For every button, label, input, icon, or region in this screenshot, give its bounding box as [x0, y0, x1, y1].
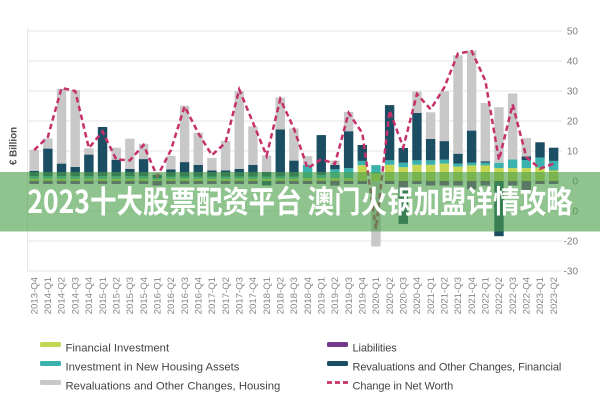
svg-text:2017-Q1: 2017-Q1 — [207, 277, 218, 314]
svg-text:2021-Q2: 2021-Q2 — [440, 277, 451, 314]
svg-text:2014-Q1: 2014-Q1 — [43, 277, 54, 314]
svg-text:20: 20 — [567, 117, 579, 128]
svg-text:2016-Q3: 2016-Q3 — [180, 277, 191, 314]
svg-text:2020-Q4: 2020-Q4 — [412, 276, 423, 314]
svg-text:2019-Q2: 2019-Q2 — [330, 277, 341, 314]
svg-text:2018-Q2: 2018-Q2 — [275, 277, 286, 314]
svg-text:2015-Q2: 2015-Q2 — [111, 277, 122, 314]
svg-text:Revaluations and Other Changes: Revaluations and Other Changes, Financia… — [353, 362, 562, 374]
svg-text:2015-Q4: 2015-Q4 — [139, 276, 150, 314]
svg-text:2017-Q2: 2017-Q2 — [221, 277, 232, 314]
svg-text:2015-Q3: 2015-Q3 — [125, 277, 136, 314]
svg-text:2013-Q4: 2013-Q4 — [29, 276, 40, 314]
svg-text:2019-Q3: 2019-Q3 — [344, 277, 355, 314]
svg-text:2018-Q4: 2018-Q4 — [303, 276, 314, 314]
svg-text:2014-Q2: 2014-Q2 — [57, 277, 68, 314]
svg-text:2021-Q3: 2021-Q3 — [453, 277, 464, 314]
svg-text:2019-Q1: 2019-Q1 — [316, 277, 327, 314]
svg-text:2019-Q4: 2019-Q4 — [357, 276, 368, 314]
svg-text:2014-Q3: 2014-Q3 — [70, 277, 81, 314]
svg-text:2017-Q3: 2017-Q3 — [234, 277, 245, 314]
svg-text:2023十大股票配资平台 澳门火锅加盟详情攻略: 2023十大股票配资平台 澳门火锅加盟详情攻略 — [27, 177, 573, 222]
svg-text:2018-Q1: 2018-Q1 — [262, 277, 273, 314]
svg-text:Investment in New Housing Asse: Investment in New Housing Assets — [66, 362, 240, 374]
svg-text:30: 30 — [567, 87, 579, 98]
svg-text:2014-Q4: 2014-Q4 — [84, 276, 95, 314]
svg-text:-30: -30 — [564, 267, 579, 278]
svg-text:2016-Q1: 2016-Q1 — [152, 277, 163, 314]
svg-text:2020-Q2: 2020-Q2 — [385, 277, 396, 314]
svg-text:2022-Q4: 2022-Q4 — [522, 276, 533, 314]
svg-text:2022-Q1: 2022-Q1 — [481, 277, 492, 314]
svg-text:€ Billion: € Billion — [9, 127, 20, 165]
svg-text:Financial Investment: Financial Investment — [66, 343, 170, 355]
svg-text:2021-Q4: 2021-Q4 — [467, 276, 478, 314]
svg-text:2017-Q4: 2017-Q4 — [248, 276, 259, 314]
svg-text:Liabilities: Liabilities — [353, 343, 398, 355]
svg-text:2018-Q3: 2018-Q3 — [289, 277, 300, 314]
svg-text:40: 40 — [567, 57, 579, 68]
svg-text:2016-Q2: 2016-Q2 — [166, 277, 177, 314]
svg-text:Change in Net Worth: Change in Net Worth — [353, 381, 454, 393]
svg-text:Revaluations and Other Changes: Revaluations and Other Changes, Housing — [66, 381, 281, 393]
svg-text:10: 10 — [567, 147, 579, 158]
svg-text:2022-Q3: 2022-Q3 — [508, 277, 519, 314]
svg-text:2022-Q2: 2022-Q2 — [494, 277, 505, 314]
svg-text:2021-Q1: 2021-Q1 — [426, 277, 437, 314]
svg-text:2020-Q3: 2020-Q3 — [398, 277, 409, 314]
svg-text:50: 50 — [567, 27, 579, 38]
svg-text:2023-Q1: 2023-Q1 — [535, 277, 546, 314]
svg-text:2015-Q1: 2015-Q1 — [98, 277, 109, 314]
svg-text:2016-Q4: 2016-Q4 — [193, 276, 204, 314]
svg-text:2020-Q1: 2020-Q1 — [371, 277, 382, 314]
svg-text:-20: -20 — [564, 237, 579, 248]
svg-text:2023-Q2: 2023-Q2 — [549, 277, 560, 314]
